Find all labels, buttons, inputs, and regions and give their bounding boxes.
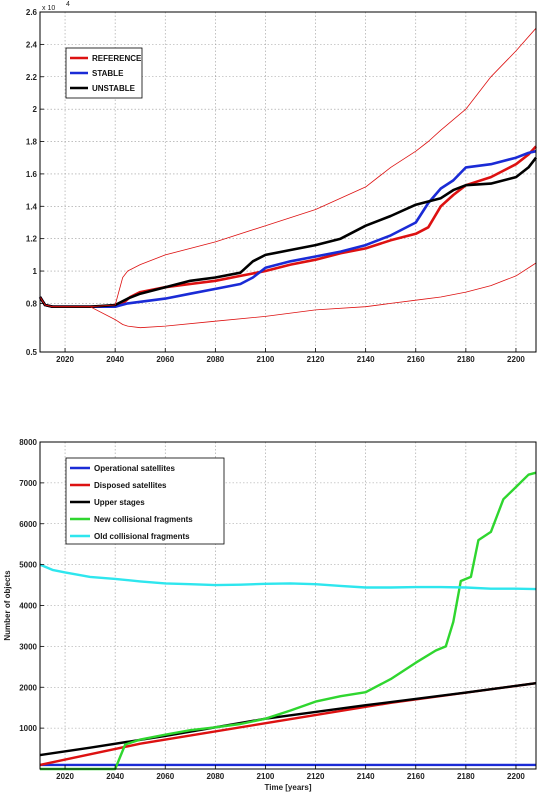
- chart-2: 2020 2040 2060 2080 2100 2120 2140 2160 2180 2200…: [3, 438, 537, 792]
- y-tick-label: 1.8: [26, 138, 38, 147]
- series-line-new-collisional-fragments: [40, 471, 537, 771]
- y-tick-label: 2.2: [26, 73, 38, 82]
- x-tick-label: 2200: [507, 772, 525, 781]
- x-tick-label: 2180: [457, 355, 475, 364]
- y-tick-label: 8000: [19, 438, 37, 447]
- legend-entry: Disposed satellites: [94, 481, 167, 490]
- x-tick-label: 2060: [156, 355, 174, 364]
- y-tick-label: 0.5: [26, 348, 38, 357]
- y-tick-label: 3000: [19, 642, 37, 651]
- y-tick-label: 7000: [19, 479, 37, 488]
- y-tick-label: 1000: [19, 724, 37, 733]
- x-tick-label: 2020: [56, 772, 74, 781]
- x-tick-label: 2080: [206, 772, 224, 781]
- y-tick-label: 1.6: [26, 170, 38, 179]
- x-tick-label: 2080: [206, 355, 224, 364]
- y-tick-label: 2: [33, 105, 38, 114]
- x-tick-label: 2120: [307, 772, 325, 781]
- y-tick-label: 5000: [19, 561, 37, 570]
- series-line-envelope-4: [39, 262, 537, 329]
- legend-entry: Old collisional fragments: [94, 532, 190, 541]
- x-tick-label: 2180: [457, 772, 475, 781]
- x-tick-label: 2140: [357, 772, 375, 781]
- y-tick-label: 1: [33, 267, 38, 276]
- chart-1: 2020 2040 2060 2080 2100 2120 2140 2160 2180 2200…: [26, 1, 538, 364]
- legend-entry: REFERENCE: [92, 54, 142, 63]
- x-tick-label: 2020: [56, 355, 74, 364]
- y-tick-label: 6000: [19, 520, 37, 529]
- series-line-old-collisional-fragments: [39, 563, 537, 591]
- x-tick-label: 2040: [106, 355, 124, 364]
- y-tick-label: 1.2: [26, 235, 38, 244]
- x-axis-label: Time [years]: [265, 783, 312, 792]
- legend: Operational satellites Disposed satellite…: [65, 457, 225, 545]
- x-tick-label: 2140: [357, 355, 375, 364]
- axis-multiplier-exponent: 4: [66, 1, 70, 8]
- y-tick-label: 4000: [19, 602, 37, 611]
- x-tick-label: 2160: [407, 355, 425, 364]
- x-tick-label: 2100: [257, 355, 275, 364]
- y-tick-label: 1.4: [26, 202, 38, 211]
- legend-entry: UNSTABLE: [92, 84, 136, 93]
- legend-entry: Upper stages: [94, 498, 145, 507]
- plot-frame: [39, 11, 537, 353]
- legend-entry: New collisional fragments: [94, 515, 193, 524]
- y-tick-label: 2.6: [26, 8, 38, 17]
- x-tick-label: 2040: [106, 772, 124, 781]
- y-tick-label: 2.4: [26, 40, 38, 49]
- legend-entry: STABLE: [92, 69, 124, 78]
- x-tick-label: 2120: [307, 355, 325, 364]
- x-tick-label: 2160: [407, 772, 425, 781]
- x-tick-label: 2060: [156, 772, 174, 781]
- y-axis-label: Number of objects: [3, 570, 12, 641]
- x-tick-label: 2200: [507, 355, 525, 364]
- y-tick-label: 2000: [19, 683, 37, 692]
- legend-entry: Operational satellites: [94, 464, 175, 473]
- legend-box: [65, 457, 225, 545]
- y-tick-label: 0.8: [26, 299, 38, 308]
- legend: REFERENCE STABLE UNSTABLE: [65, 47, 143, 99]
- axis-multiplier-label: x 10: [42, 5, 55, 12]
- x-tick-label: 2100: [257, 772, 275, 781]
